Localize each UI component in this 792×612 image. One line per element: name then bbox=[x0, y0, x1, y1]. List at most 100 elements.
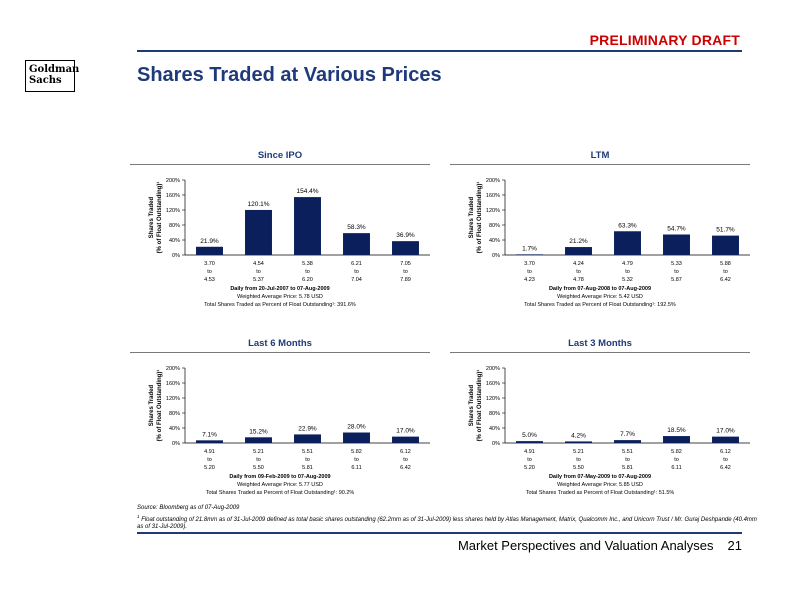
y-tick-label: 160% bbox=[166, 381, 180, 387]
x-tick-label-hi: 6.42 bbox=[400, 465, 411, 471]
x-tick-label-hi: 6.20 bbox=[302, 277, 313, 283]
chart-svg: 0% 40% 80% 120% 160% 200% 21.9% 3.70 to 4.53 120.1… bbox=[166, 178, 430, 283]
x-tick-label-hi: 6.42 bbox=[720, 277, 731, 283]
bar bbox=[392, 241, 419, 255]
chart-title: Last 6 Months bbox=[248, 338, 312, 349]
bar-value-label: 22.9% bbox=[298, 425, 317, 432]
bar bbox=[663, 234, 690, 255]
x-tick-label-hi: 5.87 bbox=[671, 277, 682, 283]
y-tick-label: 120% bbox=[486, 396, 500, 402]
x-tick-label-lo: 6.12 bbox=[720, 449, 731, 455]
x-tick-label-hi: 5.20 bbox=[204, 465, 215, 471]
x-tick-label-mid: to bbox=[527, 269, 532, 275]
x-tick-label-mid: to bbox=[354, 457, 359, 463]
x-tick-label-hi: 6.11 bbox=[351, 465, 361, 471]
total-shares-traded: Total Shares Traded as Percent of Float … bbox=[525, 490, 675, 496]
draft-label: PRELIMINARY DRAFT bbox=[589, 32, 740, 48]
bar-value-label: 63.3% bbox=[618, 222, 637, 229]
x-tick-label-mid: to bbox=[207, 269, 212, 275]
y-tick-label: 0% bbox=[492, 441, 500, 447]
bar bbox=[712, 436, 739, 443]
chart-title-rule bbox=[130, 164, 430, 165]
bar bbox=[196, 440, 223, 443]
x-tick-label-mid: to bbox=[305, 269, 310, 275]
y-tick-label: 200% bbox=[166, 178, 180, 184]
x-tick-label-mid: to bbox=[354, 269, 359, 275]
bar bbox=[245, 437, 272, 443]
y-tick-label: 160% bbox=[486, 381, 500, 387]
chart-ltm: LTM Shares Traded (% of Float Outstanding)… bbox=[440, 150, 760, 335]
header-rule bbox=[137, 50, 742, 52]
x-tick-label-lo: 3.70 bbox=[204, 261, 215, 267]
bar-value-label: 21.2% bbox=[569, 238, 588, 245]
period-label: Daily from 09-Feb-2009 to 07-Aug-2009 bbox=[229, 474, 331, 480]
x-tick-label-lo: 4.24 bbox=[573, 261, 584, 267]
x-tick-label-mid: to bbox=[576, 269, 581, 275]
period-label: Daily from 07-Aug-2008 to 07-Aug-2009 bbox=[548, 286, 652, 292]
x-tick-label-lo: 6.12 bbox=[400, 449, 411, 455]
footnote-text: Float outstanding of 21.8mm as of 31-Jul… bbox=[137, 516, 757, 531]
y-tick-label: 0% bbox=[172, 253, 180, 259]
x-tick-label-lo: 5.88 bbox=[720, 261, 731, 267]
x-tick-label-hi: 5.50 bbox=[253, 465, 264, 471]
x-tick-label-lo: 5.21 bbox=[253, 449, 264, 455]
bar-value-label: 58.3% bbox=[347, 224, 366, 231]
x-tick-label-mid: to bbox=[674, 457, 679, 463]
y-tick-label: 160% bbox=[166, 193, 180, 199]
x-tick-label-mid: to bbox=[625, 269, 630, 275]
bar-value-label: 36.9% bbox=[396, 232, 415, 239]
x-tick-label-lo: 5.33 bbox=[671, 261, 682, 267]
chart-title-rule bbox=[450, 164, 750, 165]
x-tick-label-hi: 6.11 bbox=[671, 465, 681, 471]
x-tick-label-lo: 4.91 bbox=[204, 449, 215, 455]
bar-value-label: 17.0% bbox=[396, 428, 415, 435]
x-tick-label-lo: 6.21 bbox=[351, 261, 362, 267]
x-tick-label-mid: to bbox=[403, 269, 408, 275]
float-footnote: 1 Float outstanding of 21.8mm as of 31-J… bbox=[137, 513, 757, 532]
bar-value-label: 54.7% bbox=[667, 225, 686, 232]
page-footer: Market Perspectives and Valuation Analys… bbox=[458, 538, 742, 553]
x-tick-label-mid: to bbox=[674, 269, 679, 275]
x-tick-label-hi: 4.78 bbox=[573, 277, 584, 283]
page-number: 21 bbox=[727, 538, 742, 553]
x-tick-label-mid: to bbox=[576, 457, 581, 463]
bar bbox=[565, 247, 592, 255]
bar bbox=[245, 209, 272, 255]
x-tick-label-hi: 5.37 bbox=[253, 277, 264, 283]
period-label: Daily from 07-May-2009 to 07-Aug-2009 bbox=[548, 474, 652, 480]
bar bbox=[712, 235, 739, 255]
x-tick-label-mid: to bbox=[256, 269, 261, 275]
x-tick-label-mid: to bbox=[723, 269, 728, 275]
x-tick-label-mid: to bbox=[527, 457, 532, 463]
x-tick-label-lo: 4.91 bbox=[524, 449, 535, 455]
y-tick-label: 0% bbox=[492, 253, 500, 259]
y-tick-label: 40% bbox=[489, 238, 500, 244]
x-tick-label-lo: 5.38 bbox=[302, 261, 313, 267]
total-shares-traded: Total Shares Traded as Percent of Float … bbox=[524, 302, 676, 308]
bar bbox=[343, 233, 370, 255]
chart-svg: 0% 40% 80% 120% 160% 200% 7.1% 4.91 to 5.20 15.2% 5… bbox=[166, 366, 430, 471]
weighted-average-price: Weighted Average Price: 5.85 USD bbox=[557, 482, 643, 488]
bar-value-label: 154.4% bbox=[296, 188, 318, 195]
y-tick-label: 200% bbox=[486, 178, 500, 184]
total-shares-traded: Total Shares Traded as Percent of Float … bbox=[205, 490, 355, 496]
bar-value-label: 4.2% bbox=[571, 432, 586, 439]
chart-summary: Daily from 07-May-2009 to 07-Aug-2009 Wei… bbox=[440, 473, 760, 497]
x-tick-label-lo: 4.79 bbox=[622, 261, 633, 267]
x-tick-label-lo: 5.21 bbox=[573, 449, 584, 455]
x-tick-label-mid: to bbox=[723, 457, 728, 463]
x-tick-label-lo: 4.54 bbox=[253, 261, 264, 267]
bar-value-label: 1.7% bbox=[522, 245, 537, 252]
chart-title: Last 3 Months bbox=[568, 338, 632, 349]
bar bbox=[343, 432, 370, 443]
chart-summary: Daily from 07-Aug-2008 to 07-Aug-2009 Wei… bbox=[440, 285, 760, 309]
total-shares-traded: Total Shares Traded as Percent of Float … bbox=[204, 302, 356, 308]
x-tick-label-hi: 5.81 bbox=[302, 465, 313, 471]
bar bbox=[196, 246, 223, 255]
y-tick-label: 80% bbox=[489, 223, 500, 229]
x-tick-label-hi: 6.42 bbox=[720, 465, 731, 471]
bar bbox=[294, 434, 321, 443]
chart-title-rule bbox=[450, 352, 750, 353]
bar bbox=[565, 441, 592, 443]
weighted-average-price: Weighted Average Price: 5.77 USD bbox=[237, 482, 323, 488]
